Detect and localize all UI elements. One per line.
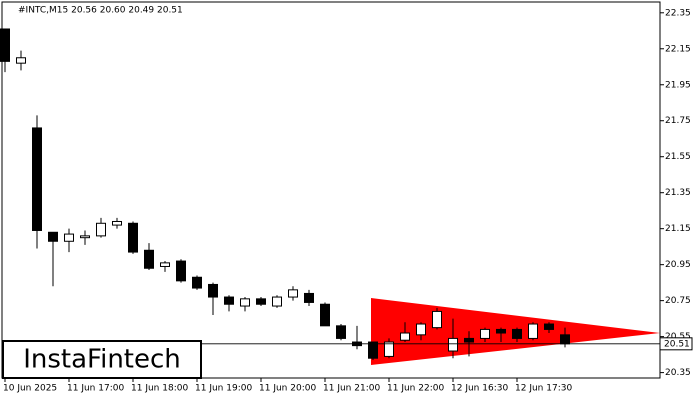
plot-frame: [1, 1, 661, 379]
candle-body: [128, 222, 138, 253]
x-tick-label: 11 Jun 18:00: [131, 384, 188, 394]
y-tick-label: 20.95: [665, 260, 691, 270]
x-tick-label: 12 Jun 17:30: [515, 384, 572, 394]
y-tick-label: 21.75: [665, 116, 691, 126]
y-tick-label: 20.55: [665, 332, 691, 342]
y-tick-label: 21.95: [665, 80, 691, 90]
candle-body: [208, 283, 218, 298]
x-tick-label: 11 Jun 22:00: [387, 384, 444, 394]
x-tick-label: 11 Jun 19:00: [195, 384, 252, 394]
candle-body: [320, 303, 330, 327]
candle-body: [432, 310, 442, 329]
candle-body: [112, 220, 122, 226]
y-tick-label: 21.15: [665, 224, 691, 234]
candle-body: [544, 323, 554, 330]
candle-body: [176, 260, 186, 282]
x-tick-label: 12 Jun 16:30: [451, 384, 508, 394]
candle-body: [0, 28, 10, 62]
watermark-box: [2, 340, 202, 379]
candle-body: [400, 332, 410, 341]
candle-body: [240, 298, 250, 307]
candle-body: [368, 341, 378, 359]
x-tick-label: 10 Jun 2025: [3, 384, 57, 394]
candle-body: [288, 289, 298, 298]
candle-body: [464, 337, 474, 343]
watermark: InstaFintech: [23, 345, 181, 375]
candle-body: [144, 249, 154, 269]
candle-body: [384, 341, 394, 357]
candle-body: [256, 298, 266, 305]
candle-body: [304, 292, 314, 303]
y-tick-label: 21.35: [665, 188, 691, 198]
x-tick-label: 11 Jun 17:00: [67, 384, 124, 394]
candle-body: [48, 231, 58, 242]
candle-body: [560, 334, 570, 345]
candle-body: [272, 296, 282, 307]
candle-body: [64, 233, 74, 242]
chart-title: #INTC,M15 20.56 20.60 20.49 20.51: [18, 6, 183, 16]
candle-body: [96, 222, 106, 237]
y-tick-label: 22.15: [665, 44, 691, 54]
y-tick-label: 20.75: [665, 296, 691, 306]
y-tick-label: 21.55: [665, 152, 691, 162]
candle-body: [512, 328, 522, 339]
x-tick-label: 11 Jun 20:00: [259, 384, 316, 394]
x-tick-label: 11 Jun 21:00: [323, 384, 380, 394]
last-price-label: 20.51: [664, 339, 690, 349]
candle-body: [496, 328, 506, 334]
candle-body: [528, 323, 538, 339]
candle-body: [16, 57, 26, 64]
candle-body: [448, 337, 458, 352]
candle-body: [224, 296, 234, 305]
candle-body: [160, 262, 170, 267]
candle-body: [416, 323, 426, 336]
y-tick-label: 22.35: [665, 8, 691, 18]
y-tick-label: 20.35: [665, 368, 691, 378]
last-price-tag: [659, 337, 693, 351]
candle-body: [336, 325, 346, 339]
candle-body: [32, 127, 42, 231]
candle-body: [80, 235, 90, 239]
candle-body: [480, 328, 490, 339]
candle-body: [192, 276, 202, 289]
